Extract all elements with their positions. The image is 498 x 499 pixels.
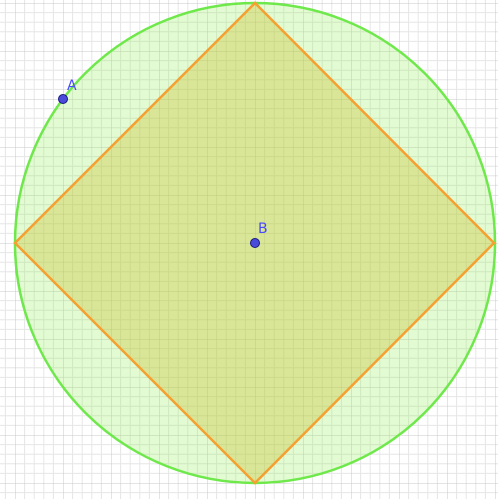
point[interactable] — [58, 94, 68, 104]
point-label: A — [67, 78, 77, 94]
point-label: B — [258, 221, 268, 237]
point[interactable] — [250, 238, 260, 248]
